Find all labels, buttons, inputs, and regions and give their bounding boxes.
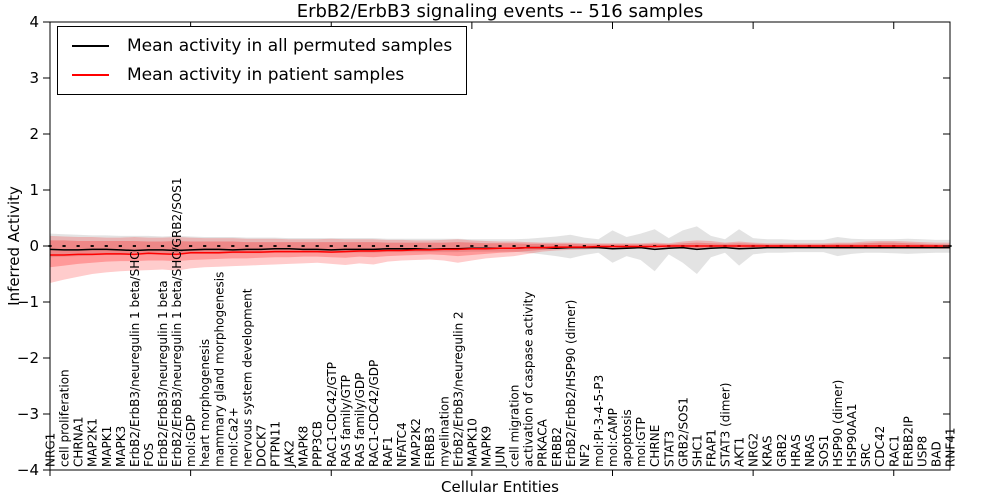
x-tick-label: SRC — [859, 443, 873, 467]
y-tick-label: 2 — [29, 125, 39, 143]
x-tick-label: PPP3CB — [311, 421, 325, 467]
x-tick-label: USP8 — [915, 436, 929, 467]
x-tick-label: NRG2 — [747, 433, 761, 467]
x-tick-label: STAT3 (dimer) — [719, 383, 733, 467]
x-tick-label: mol:GTP — [634, 417, 648, 467]
x-tick-label: ErbB2/ErbB3/neuregulin 1 beta/SHC/GRB2/S… — [170, 177, 184, 467]
x-tick-label: NRG1 — [44, 433, 58, 467]
x-tick-label: ERBB2 — [550, 427, 564, 467]
y-tick-label: 3 — [29, 69, 39, 87]
x-tick-label: RAF1 — [381, 436, 395, 467]
legend-entry-patient: Mean activity in patient samples — [72, 65, 452, 85]
x-tick-label: NRAS — [803, 434, 817, 467]
x-axis-label: Cellular Entities — [441, 478, 559, 496]
x-tick-label: MAP2K1 — [86, 418, 100, 467]
x-tick-label: CHRNE — [648, 425, 662, 467]
x-tick-label: CDC42 — [873, 426, 887, 467]
x-tick-label: FOS — [142, 443, 156, 467]
x-tick-label: activation of caspase activity — [522, 292, 536, 467]
x-tick-label: PTPN11 — [269, 421, 283, 467]
legend-label-permuted: Mean activity in all permuted samples — [127, 36, 453, 56]
y-tick-label: −3 — [17, 405, 39, 423]
x-tick-label: MAP2K2 — [409, 418, 423, 467]
legend-entry-permuted: Mean activity in all permuted samples — [72, 36, 452, 56]
x-tick-label: NFATC4 — [395, 422, 409, 467]
x-tick-label: cell proliferation — [58, 369, 72, 467]
x-tick-label: RAS family/GTP — [339, 375, 353, 467]
x-tick-label: RAS family/GDP — [353, 373, 367, 467]
y-tick-label: 0 — [29, 237, 39, 255]
legend-box: Mean activity in all permuted samples Me… — [57, 26, 468, 95]
x-tick-label: RAC1 — [887, 435, 901, 467]
x-tick-label: JAK2 — [283, 440, 297, 468]
x-tick-label: STAT3 — [662, 431, 676, 467]
x-tick-label: ERBB2IP — [901, 416, 915, 467]
x-tick-label: JUN — [494, 446, 508, 468]
y-tick-label: 4 — [29, 13, 39, 31]
x-tick-label: DOCK7 — [254, 424, 268, 467]
x-tick-label: mol:GDP — [184, 415, 198, 467]
y-tick-label: −1 — [17, 293, 39, 311]
x-tick-label: RNF41 — [944, 428, 958, 468]
x-tick-label: SOS1 — [817, 435, 831, 467]
x-tick-label: BAD — [929, 441, 943, 467]
x-tick-label: ErbB2/ErbB2/HSP90 (dimer) — [564, 300, 578, 467]
x-tick-label: ErbB2/ErbB3/neuregulin 2 — [451, 311, 465, 467]
patient-line-swatch — [72, 74, 109, 76]
x-tick-label: GRB2 — [775, 433, 789, 467]
x-tick-label: MAPK10 — [465, 418, 479, 467]
x-tick-label: MAPK9 — [479, 426, 493, 467]
x-tick-label: mol:PI-3-4-5-P3 — [592, 375, 606, 467]
x-tick-label: mammary gland morphogenesis — [212, 272, 226, 467]
x-tick-label: ErbB2/ErbB3/neuregulin 1 beta/SHC — [128, 251, 142, 467]
patient-mean-line — [50, 245, 950, 256]
legend-label-patient: Mean activity in patient samples — [127, 65, 405, 85]
x-tick-label: myelination — [437, 396, 451, 467]
x-tick-label: AKT1 — [733, 437, 747, 467]
x-tick-label: HSP90 (dimer) — [831, 380, 845, 467]
x-tick-label: CHRNA1 — [72, 416, 86, 467]
x-tick-label: NF2 — [578, 443, 592, 467]
x-tick-label: RAC1-CDC42/GDP — [367, 360, 381, 467]
chart-title: ErbB2/ErbB3 signaling events -- 516 samp… — [296, 1, 704, 22]
x-tick-label: GRB2/SOS1 — [676, 397, 690, 467]
x-tick-label: SHC1 — [690, 434, 704, 467]
x-tick-label: cell migration — [508, 385, 522, 467]
x-tick-label: FRAP1 — [704, 429, 718, 467]
x-tick-label: ErbB2/ErbB3/neuregulin 1 beta — [156, 280, 170, 467]
x-tick-label: MAPK3 — [114, 426, 128, 467]
x-tick-label: MAPK8 — [297, 426, 311, 467]
y-tick-label: −4 — [17, 461, 39, 479]
x-tick-label: ERBB3 — [423, 427, 437, 467]
x-tick-label: nervous system development — [240, 288, 254, 467]
x-tick-label: mol:Ca2+ — [226, 407, 240, 467]
x-tick-label: apoptosis — [620, 409, 634, 467]
x-tick-label: KRAS — [761, 435, 775, 467]
x-tick-label: MAPK1 — [100, 426, 114, 467]
permuted-line-swatch — [72, 45, 109, 47]
x-tick-label: mol:cAMP — [606, 408, 620, 467]
y-axis-label: Inferred Activity — [5, 186, 23, 306]
x-tick-label: PRKACA — [536, 418, 550, 467]
x-tick-label: HRAS — [789, 434, 803, 467]
x-tick-label: RAC1-CDC42/GTP — [325, 362, 339, 467]
x-tick-label: heart morphogenesis — [198, 339, 212, 467]
permuted-samples-range-band — [50, 226, 950, 274]
x-tick-label: HSP90AA1 — [845, 403, 859, 467]
y-tick-label: 1 — [29, 181, 39, 199]
y-tick-label: −2 — [17, 349, 39, 367]
